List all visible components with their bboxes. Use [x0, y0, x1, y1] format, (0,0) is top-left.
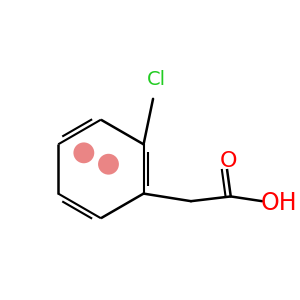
- Circle shape: [74, 142, 94, 163]
- Text: Cl: Cl: [147, 70, 167, 89]
- Circle shape: [98, 154, 119, 175]
- Text: O: O: [220, 152, 238, 171]
- Text: OH: OH: [261, 191, 297, 215]
